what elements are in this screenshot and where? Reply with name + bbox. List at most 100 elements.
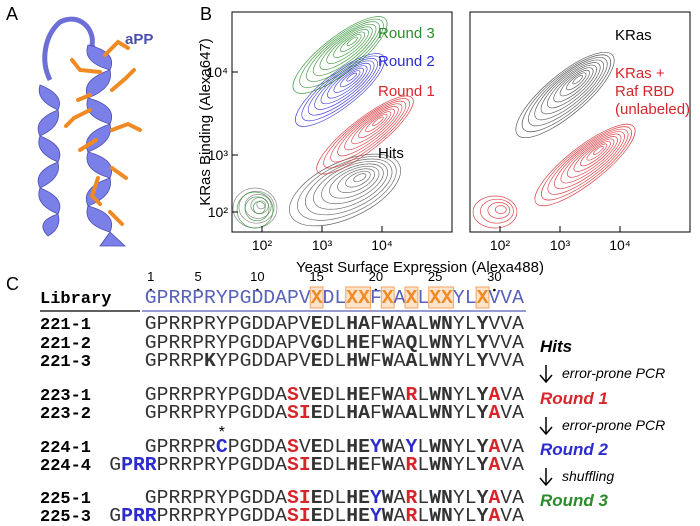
selection-steps: Hits Round 1 Round 2 Round 3 error-prone PCR… xyxy=(539,337,665,510)
sequence-segment: A xyxy=(394,487,406,509)
sequence-segment: W xyxy=(382,436,394,458)
arrow-head xyxy=(539,477,553,487)
sequence-segment: E xyxy=(311,350,323,372)
sequence-segment: W xyxy=(382,487,394,509)
sequence-segment: W xyxy=(382,384,394,406)
sequence-segment: A xyxy=(406,350,418,372)
contour xyxy=(515,51,615,139)
contour xyxy=(330,100,407,163)
x-tick-label: 10³ xyxy=(550,237,571,253)
position-number: 25 xyxy=(428,269,442,284)
contour xyxy=(232,187,278,229)
sequence-segment: HE xyxy=(346,384,370,406)
annotation: Hits xyxy=(378,145,404,162)
sequence-segment: HE xyxy=(346,436,370,458)
protein-structure xyxy=(37,16,142,247)
contour xyxy=(314,60,375,110)
y-axis-label: KRas Binding (Alexa647) xyxy=(197,38,214,206)
contour xyxy=(305,158,393,216)
sequence-segment: Y xyxy=(370,487,382,509)
sequence-segment: VVA xyxy=(488,350,524,372)
contour xyxy=(319,26,373,70)
method-label: shuffling xyxy=(562,468,614,484)
sequence-segment: L xyxy=(417,313,429,335)
sequence-segment: E xyxy=(311,384,323,406)
contour xyxy=(534,59,605,121)
sequence-segment: VA xyxy=(500,436,524,458)
annotation: Raf RBD xyxy=(615,83,674,100)
sequence-segment: WN xyxy=(429,384,453,406)
sequence-segment: GPRRPRYPGDDA xyxy=(145,402,287,424)
position-dot xyxy=(374,288,378,292)
x-tick-label: 10⁴ xyxy=(371,237,393,253)
sequence-segment: L xyxy=(417,454,429,476)
sequence-name: 224-4 xyxy=(40,457,91,476)
sequence-segment: YL xyxy=(453,454,477,476)
position-number: 20 xyxy=(369,269,383,284)
annotation: (unlabeled) xyxy=(615,101,690,118)
contour xyxy=(288,153,402,227)
arrow-head xyxy=(539,426,553,436)
sequence-segment: DL xyxy=(323,402,347,424)
sequence-segment: G xyxy=(109,505,121,526)
sequence-segment: A xyxy=(394,454,406,476)
contour xyxy=(541,126,632,201)
contour xyxy=(252,201,266,214)
sequence-segment: R xyxy=(406,505,418,526)
sequence-segment: A xyxy=(488,454,500,476)
contours xyxy=(232,16,636,229)
contour xyxy=(244,196,270,222)
variable-position-box xyxy=(309,286,324,309)
sequence-segment: A xyxy=(488,487,500,509)
sequence-segment: E xyxy=(311,454,323,476)
sequence-segment: HE xyxy=(346,505,370,526)
sequence-segment: YL xyxy=(453,384,477,406)
sequence-segment: YL xyxy=(453,505,477,526)
sequence-segment: S xyxy=(287,436,299,458)
sequence-segment: X xyxy=(477,287,489,309)
helix-left xyxy=(37,84,61,237)
sequence-segment: YL xyxy=(453,402,477,424)
contour xyxy=(333,67,364,93)
sequence-segment: S xyxy=(287,384,299,406)
sequence-segment: Y xyxy=(477,505,489,526)
sequence-name: 225-3 xyxy=(40,508,91,526)
contour xyxy=(559,69,590,97)
sequence-segment: K xyxy=(204,350,216,372)
sequence-segment: A xyxy=(394,402,406,424)
sequence-segment: R xyxy=(406,384,418,406)
sequence-segment: GPRRPRYPGDDA xyxy=(145,384,287,406)
loop xyxy=(42,16,101,82)
helix-right xyxy=(85,44,127,247)
panel-label: C xyxy=(6,274,19,294)
contour xyxy=(560,133,622,184)
sequence-segment: VA xyxy=(500,384,524,406)
sequence-segment: G xyxy=(109,454,121,476)
sequence-segment: E xyxy=(311,402,323,424)
contour xyxy=(292,16,388,94)
sequence-segment: A xyxy=(394,332,406,354)
sequence-segment: DL xyxy=(323,487,347,509)
sequence-segment: HW xyxy=(346,350,370,372)
sequence-segment: SI xyxy=(287,487,311,509)
sequence-segment: A xyxy=(394,287,406,309)
sequence-segment: WN xyxy=(429,402,453,424)
sequence-segment: GPRRPRYPGDDAPV xyxy=(145,287,311,309)
sequence-segment: YL xyxy=(453,332,477,354)
sequence-segment: SI xyxy=(287,402,311,424)
sequence-segment: WN xyxy=(429,436,453,458)
sequence-segment: L xyxy=(417,402,429,424)
annotation: Round 3 xyxy=(378,25,435,42)
contour xyxy=(337,103,403,157)
variable-position-box xyxy=(404,286,419,309)
contour xyxy=(494,205,507,214)
position-dot xyxy=(493,288,496,292)
sequence-segment: F xyxy=(370,287,382,309)
sequence-segment: X xyxy=(382,287,394,309)
sequence-segment: GPRRP xyxy=(145,350,204,372)
sequence-segment: W xyxy=(382,505,394,526)
contour xyxy=(339,70,361,88)
sequence-segment: A xyxy=(488,402,500,424)
sequence-segment: GPRRPRYPGDDAPV xyxy=(145,332,311,354)
